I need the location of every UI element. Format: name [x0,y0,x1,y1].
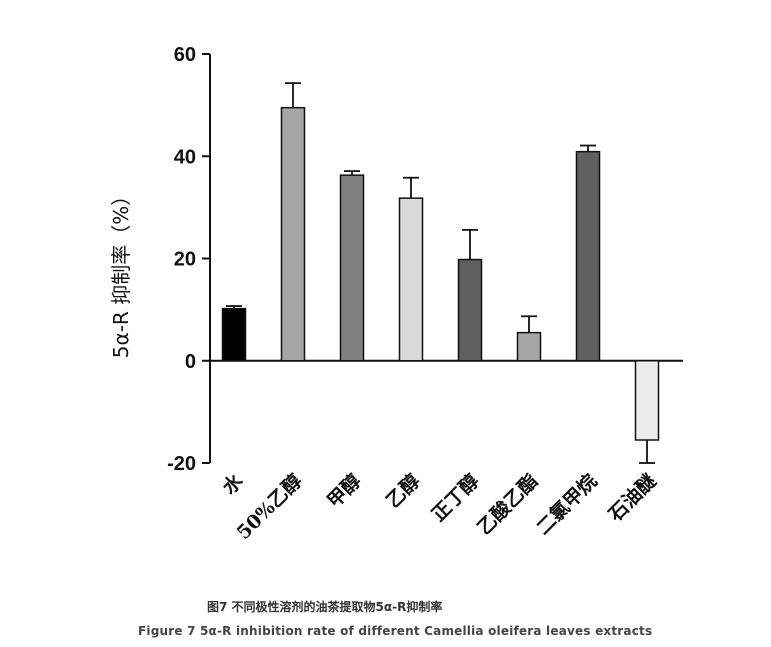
x-tick-label-7: 二氯甲烷 [532,469,602,539]
bar-1 [221,307,247,362]
x-tick-label-8: 石油醚 [603,469,660,526]
bar-7 [575,150,601,362]
bar-5 [457,258,483,362]
bar-3 [339,174,365,362]
bar-8 [634,360,660,441]
figure-caption-chinese: 图7 不同极性溶剂的油茶提取物5α-R抑制率 [207,600,443,614]
bar-4 [398,197,424,362]
y-tick-label: 0 [185,351,196,373]
y-tick-label: -20 [167,453,196,475]
x-tick-label-1: 水 [219,469,249,499]
y-tick-label: 60 [174,44,196,66]
y-axis-label: 5α-R 抑制率（%） [109,186,133,358]
bars [221,82,660,464]
y-axis: -20 0 20 40 60 [167,44,683,475]
x-tick-label-3: 甲醇 [322,469,365,512]
x-tick-label-5: 正丁醇 [427,469,484,526]
x-tick-label-2: 50%乙醇 [232,469,307,544]
bar-2 [280,106,306,362]
y-tick-label: 20 [174,249,196,271]
x-tick-label-4: 乙醇 [381,469,424,512]
figure-caption-english: Figure 7 5α-R inhibition rate of differe… [138,624,653,638]
bar-6 [516,331,542,362]
x-tick-label-6: 乙酸乙酯 [473,469,543,539]
y-tick-label: 40 [174,146,196,168]
